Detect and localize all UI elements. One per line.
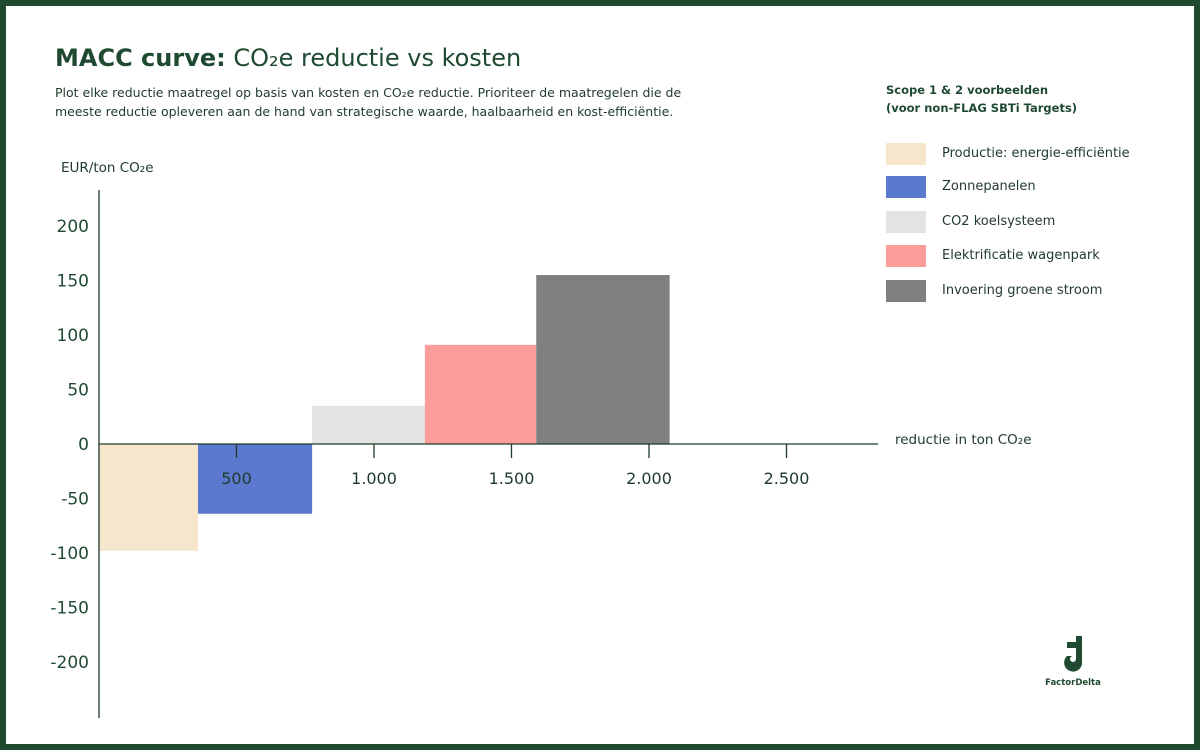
y-tick-label: 200 <box>57 217 89 237</box>
y-tick-label: 0 <box>78 435 89 455</box>
chart-title-rest: CO₂e reductie vs kosten <box>233 44 522 72</box>
bar-1 <box>99 444 198 551</box>
bar-5 <box>536 275 670 444</box>
legend-swatch <box>886 280 926 302</box>
legend-swatch <box>886 211 926 233</box>
legend-swatch <box>886 176 926 198</box>
legend-swatch <box>886 143 926 165</box>
x-tick-label: 1.500 <box>489 469 535 488</box>
chart-title: MACC curve: CO₂e reductie vs kosten <box>55 44 521 72</box>
y-tick-label: -50 <box>61 490 89 510</box>
x-tick-label: 1.000 <box>351 469 397 488</box>
legend-title-line2: (voor non-FLAG SBTi Targets) <box>886 101 1078 115</box>
legend-label: CO2 koelsysteem <box>942 214 1056 229</box>
y-tick-label: 100 <box>57 326 89 346</box>
x-tick-label: 2.500 <box>764 469 810 488</box>
y-tick-label: 150 <box>57 272 89 292</box>
y-tick-label: -150 <box>50 599 89 619</box>
logo-text: FactorDelta <box>1045 678 1101 688</box>
legend-label: Productie: energie-efficiëntie <box>942 146 1130 161</box>
y-axis-label: EUR/ton CO₂e <box>61 160 154 176</box>
chart-subtitle: Plot elke reductie maatregel op basis va… <box>55 85 682 119</box>
chart-title-bold: MACC curve: <box>55 44 226 72</box>
legend-title: Scope 1 & 2 voorbeelden (voor non-FLAG S… <box>886 81 1126 117</box>
legend-swatch <box>886 245 926 267</box>
y-tick-label: -100 <box>50 544 89 564</box>
bar-2 <box>198 444 313 514</box>
legend-label: Invoering groene stroom <box>942 283 1103 298</box>
x-tick-label: 2.000 <box>626 469 672 488</box>
x-axis-label: reductie in ton CO₂e <box>895 432 1032 448</box>
bar-3 <box>312 405 425 444</box>
legend-label: Elektrificatie wagenpark <box>942 248 1100 263</box>
bar-4 <box>424 344 537 444</box>
y-tick-label: 50 <box>67 381 89 401</box>
factordelta-logo: FactorDelta <box>1036 636 1110 692</box>
x-tick-label: 500 <box>221 469 252 488</box>
factordelta-logo-icon <box>1064 636 1082 672</box>
y-tick-label: -200 <box>50 653 89 673</box>
legend-title-line1: Scope 1 & 2 voorbeelden <box>886 83 1049 97</box>
legend-label: Zonnepanelen <box>942 179 1036 194</box>
